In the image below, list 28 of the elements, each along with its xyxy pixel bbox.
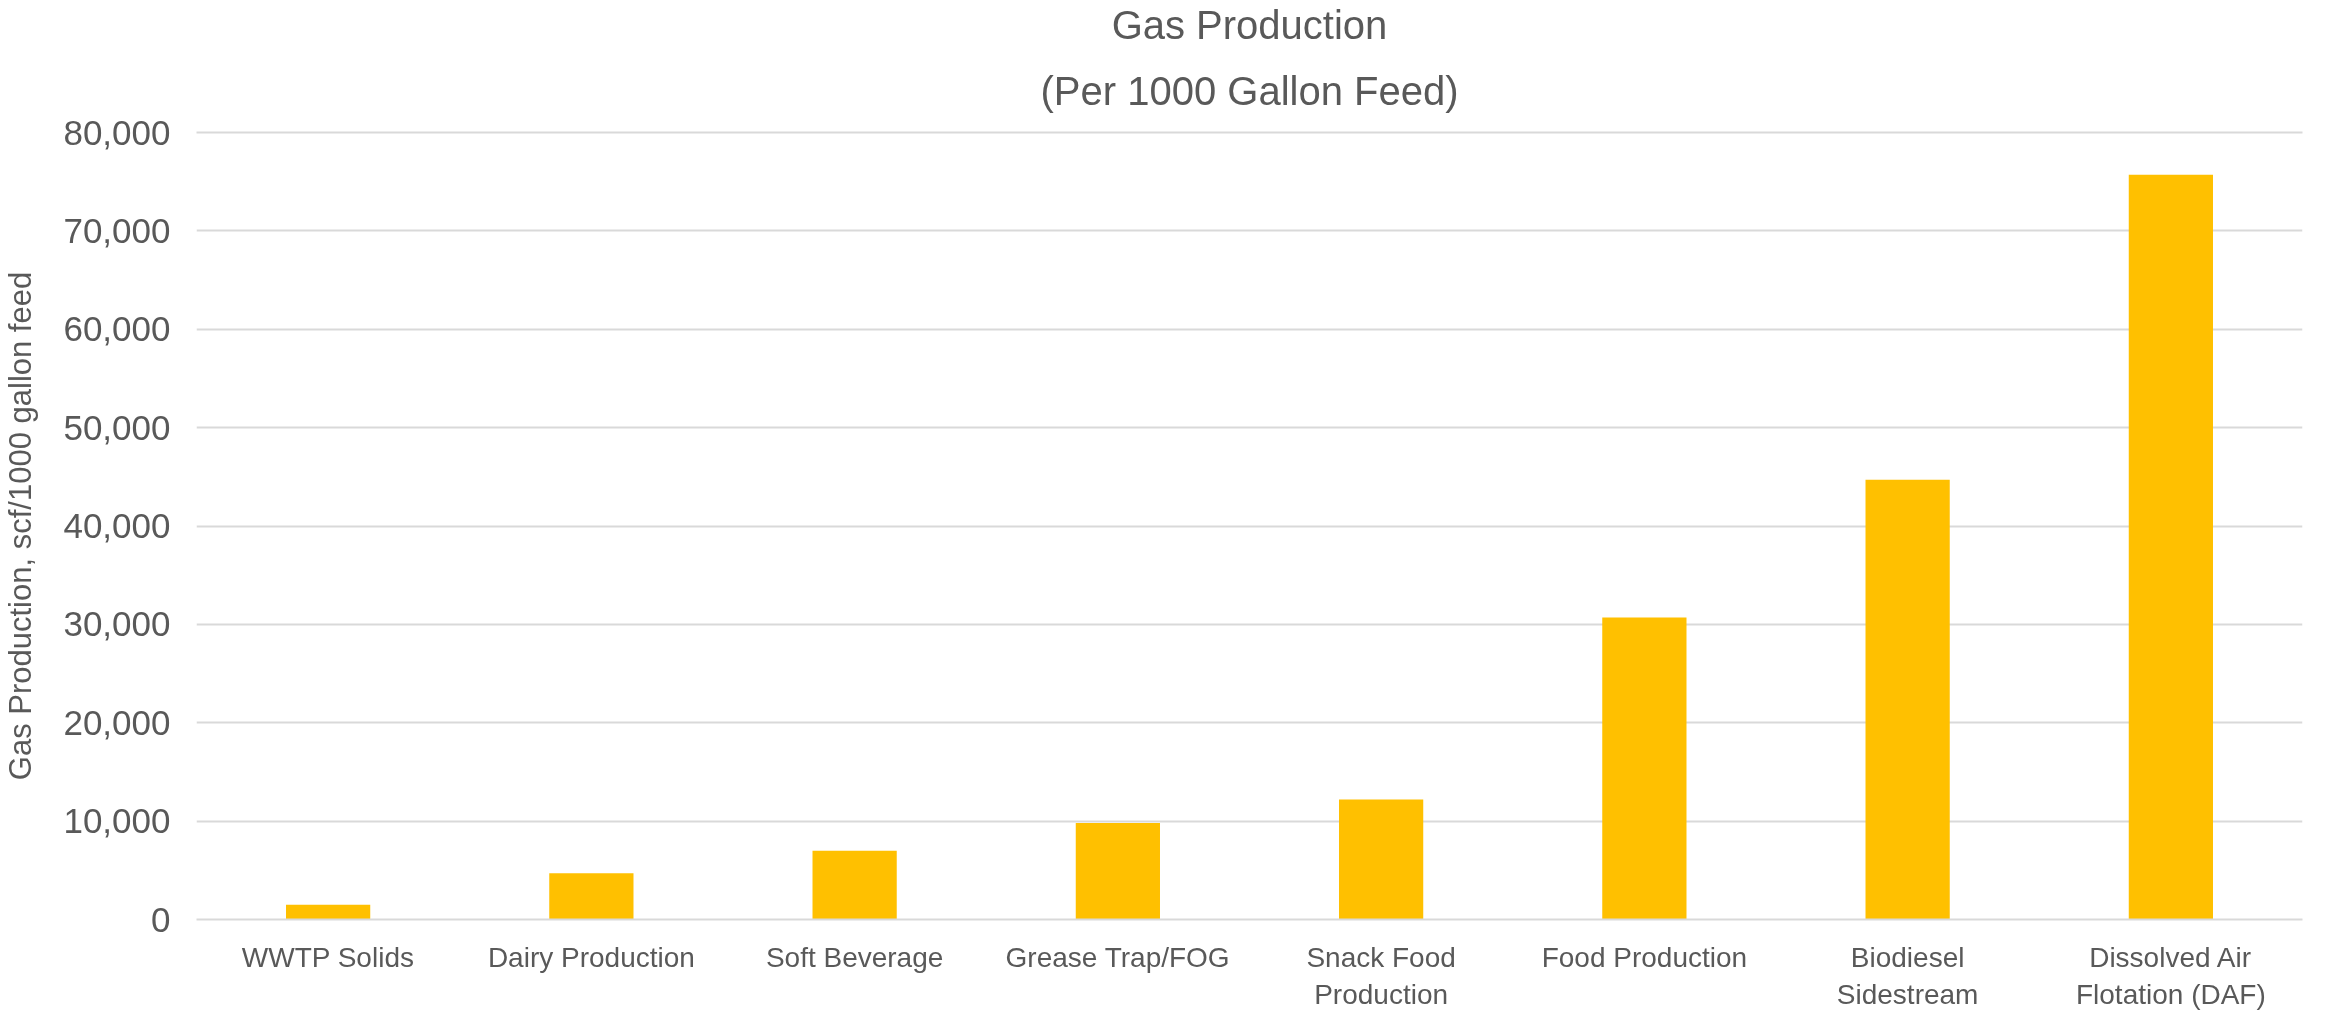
chart-subtitle: (Per 1000 Gallon Feed) xyxy=(1040,68,1459,113)
y-tick-label: 10,000 xyxy=(63,801,171,841)
y-tick-label: 20,000 xyxy=(63,702,171,742)
y-tick-label: 30,000 xyxy=(63,604,171,644)
bar xyxy=(1075,823,1160,920)
x-tick-label: Snack Food Production xyxy=(1306,941,1456,1010)
bar xyxy=(549,873,634,920)
x-tick-label: Biodiesel Sidestream xyxy=(1836,941,1979,1010)
bar xyxy=(1865,479,1950,920)
y-tick-label: 50,000 xyxy=(63,407,171,447)
y-axis-title: Gas Production, scf/1000 gallon feed xyxy=(3,271,39,781)
x-tick-label: WWTP Solids xyxy=(241,941,414,973)
bar xyxy=(812,850,897,920)
bar xyxy=(1339,799,1424,920)
y-tick-label: 0 xyxy=(151,899,171,939)
x-tick-label: Food Production xyxy=(1541,941,1748,973)
y-tick-label: 70,000 xyxy=(63,210,171,250)
y-tick-label: 80,000 xyxy=(63,112,171,152)
bar xyxy=(286,904,371,920)
chart-title: Gas Production xyxy=(1111,2,1388,47)
bar xyxy=(2128,174,2213,920)
y-tick-label: 60,000 xyxy=(63,309,171,349)
x-tick-label: Grease Trap/FOG xyxy=(1005,941,1230,973)
x-tick-label: Dairy Production xyxy=(487,941,695,973)
y-tick-label: 40,000 xyxy=(63,506,171,545)
x-tick-label: Soft Beverage xyxy=(765,941,944,973)
x-tick-label: Dissolved Air Flotation (DAF) xyxy=(2075,941,2266,1010)
bar xyxy=(1602,617,1687,920)
